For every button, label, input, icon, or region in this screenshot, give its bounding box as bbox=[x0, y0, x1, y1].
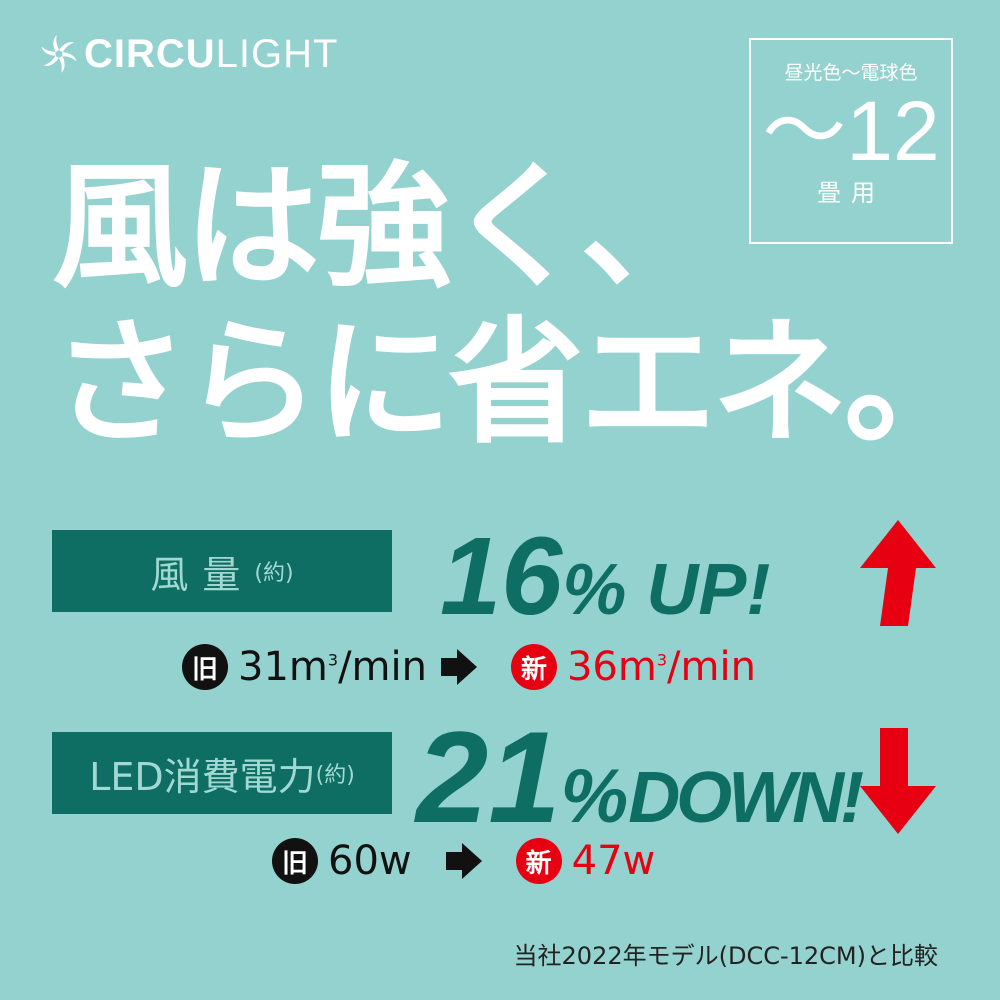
airflow-result: 16% UP! bbox=[440, 522, 770, 632]
old-badge: 旧 bbox=[182, 644, 228, 690]
airflow-comparison: 旧 31m3/min 新 36m3/min bbox=[182, 644, 756, 690]
badge-color-range: 昼光色〜電球色 bbox=[784, 62, 918, 84]
power-percent-number: 21 bbox=[416, 704, 561, 850]
airflow-up-word: UP! bbox=[646, 550, 771, 630]
power-old-value: 60w bbox=[328, 838, 412, 884]
power-down-word: DOWN! bbox=[628, 758, 864, 838]
airflow-label-note: (約) bbox=[254, 561, 294, 586]
arrow-right-icon bbox=[445, 843, 482, 879]
arrow-right-icon bbox=[440, 649, 477, 685]
airflow-percent-number: 16 bbox=[440, 515, 563, 638]
logo-light: LIGHT bbox=[215, 32, 339, 76]
power-new-value: 47w bbox=[571, 838, 656, 884]
new-badge: 新 bbox=[515, 838, 562, 884]
room-size-badge: 昼光色〜電球色 〜12 畳用 bbox=[749, 38, 953, 244]
airflow-label: 風量 bbox=[150, 552, 255, 597]
new-badge: 新 bbox=[510, 644, 557, 690]
power-label: LED消費電力 bbox=[89, 754, 316, 799]
headline-line1: 風は強く、 bbox=[52, 149, 716, 307]
brand-logo: CIRCU LIGHT bbox=[40, 34, 338, 74]
arrow-up-icon bbox=[860, 520, 936, 626]
logo-bold: CIRCU bbox=[84, 32, 216, 76]
footnote: 当社2022年モデル(DCC-12CM)と比較 bbox=[513, 942, 938, 970]
airflow-new-value: 36m3/min bbox=[566, 644, 756, 690]
badge-number: 〜12 bbox=[762, 84, 940, 178]
power-comparison: 旧 60w 新 47w bbox=[272, 838, 655, 884]
airflow-label-box: 風量 (約) bbox=[52, 530, 392, 612]
fan-icon bbox=[41, 35, 77, 73]
arrow-down-icon bbox=[860, 728, 936, 834]
power-label-note: (約) bbox=[315, 763, 355, 788]
airflow-old-value: 31m3/min bbox=[238, 644, 427, 690]
old-badge: 旧 bbox=[272, 838, 318, 884]
power-percent-sign: % bbox=[560, 754, 629, 839]
badge-unit: 畳用 bbox=[817, 179, 885, 207]
power-label-box: LED消費電力 (約) bbox=[52, 732, 392, 814]
power-result: 21%DOWN! bbox=[416, 712, 864, 842]
headline-line2: さらに省エネ。 bbox=[52, 305, 980, 463]
airflow-percent-sign: % bbox=[562, 550, 647, 630]
